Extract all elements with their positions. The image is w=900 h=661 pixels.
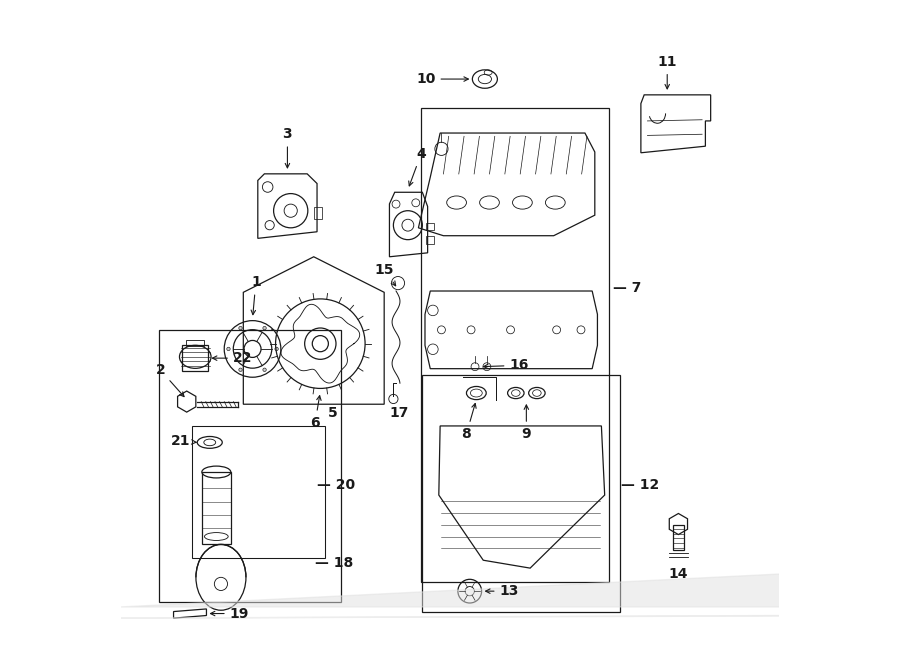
Text: 15: 15 [374,263,396,286]
Text: 17: 17 [390,407,409,420]
Circle shape [238,368,242,371]
Bar [673,525,684,551]
Bar [192,426,325,558]
Text: 19: 19 [211,607,249,621]
Text: — 7: — 7 [613,281,642,295]
Circle shape [274,347,278,350]
Text: 13: 13 [486,584,519,598]
Circle shape [263,368,266,371]
Polygon shape [121,609,900,618]
Circle shape [238,327,242,330]
Text: 3: 3 [283,128,293,168]
Bar [427,236,434,244]
Text: 6: 6 [310,396,321,430]
Bar [314,207,322,219]
Text: 4: 4 [409,147,426,186]
Text: 21: 21 [170,434,196,448]
Bar [159,330,341,602]
Circle shape [227,347,230,350]
Bar [182,345,209,371]
Text: 10: 10 [416,72,468,86]
Polygon shape [121,574,900,607]
Text: 8: 8 [462,403,476,441]
Text: 16: 16 [483,358,529,372]
Bar [202,472,230,545]
Text: — 12: — 12 [621,478,660,492]
Circle shape [263,327,266,330]
Bar [421,108,609,582]
Text: 5: 5 [328,406,338,420]
Text: 1: 1 [251,276,261,315]
Text: — 20: — 20 [317,478,356,492]
Bar [186,340,204,346]
Text: 14: 14 [669,567,689,582]
Text: 9: 9 [521,405,531,441]
Bar [427,223,434,231]
Text: 2: 2 [156,363,184,397]
Text: 11: 11 [658,55,677,89]
Text: — 18: — 18 [315,556,354,570]
Bar [422,375,620,611]
Text: 22: 22 [212,351,252,365]
